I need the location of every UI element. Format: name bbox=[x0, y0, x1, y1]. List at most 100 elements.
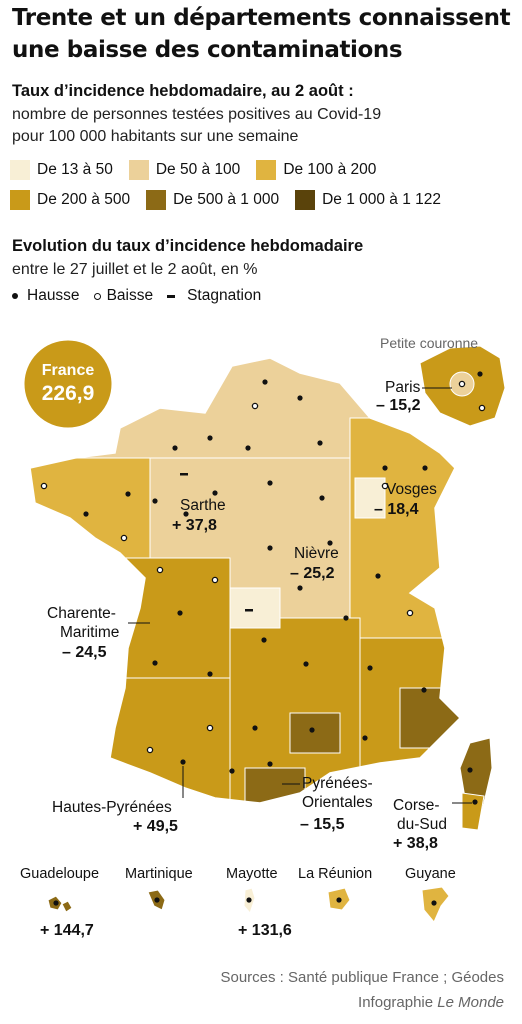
callout-name-part-1: Corse- bbox=[393, 797, 440, 814]
trend-dot-hausse bbox=[53, 900, 59, 906]
trend-dot-hausse bbox=[375, 573, 381, 579]
legend-item: De 1 000 à 1 122 bbox=[295, 190, 441, 210]
callout-value: – 15,5 bbox=[300, 816, 345, 833]
trend-dash-stagnation bbox=[245, 609, 253, 612]
callout-value: – 18,4 bbox=[374, 501, 419, 518]
callout-hautes-pyrenees: Hautes-Pyrénées + 49,5 bbox=[52, 766, 184, 835]
trend-dot-baisse bbox=[120, 534, 128, 542]
callout-name-part-2: Orientales bbox=[302, 794, 373, 811]
legend-swatch bbox=[295, 190, 316, 210]
callout-name: Pyrénées- Orientales bbox=[302, 775, 377, 811]
callout-name: Nièvre bbox=[294, 545, 339, 562]
page-title: Trente et un départements connaissent un… bbox=[12, 5, 511, 63]
overseas-value-mayotte: + 131,6 bbox=[238, 922, 292, 939]
dash-icon bbox=[167, 294, 176, 298]
overseas-territories: Guadeloupe + 144,7 Martinique Mayotte + … bbox=[20, 866, 456, 939]
france-badge-value: 226,9 bbox=[42, 382, 95, 405]
trend-dot-hausse bbox=[125, 491, 131, 497]
trend-legend-item: Hausse bbox=[12, 287, 80, 305]
legend-item: De 200 à 500 bbox=[10, 190, 130, 210]
zone-vosges bbox=[354, 477, 386, 519]
legend-item: De 13 à 50 bbox=[10, 160, 113, 180]
trend-dot-hausse bbox=[177, 610, 183, 616]
callout-value: – 24,5 bbox=[62, 644, 107, 661]
trend-dot-hausse bbox=[362, 735, 368, 741]
callout-corse-du-sud: Corse- du-Sud + 38,8 bbox=[393, 797, 472, 852]
overseas-label-la-reunion: La Réunion bbox=[298, 866, 372, 882]
callout-nievre: Nièvre – 25,2 bbox=[290, 545, 339, 582]
incidence-title: Taux d’incidence hebdomadaire, au 2 août… bbox=[12, 82, 354, 100]
zone-brittany bbox=[30, 457, 151, 559]
overseas-label-mayotte: Mayotte bbox=[226, 866, 278, 882]
france-badge-label: France bbox=[42, 362, 95, 379]
france-map: France 226,9 bbox=[20, 335, 506, 939]
trend-dot-hausse bbox=[297, 395, 303, 401]
callout-name: Charente- Maritime bbox=[47, 605, 120, 641]
trend-dot-hausse bbox=[267, 545, 273, 551]
petite-couronne-label: Petite couronne bbox=[380, 335, 478, 351]
overseas-label-martinique: Martinique bbox=[125, 866, 193, 882]
legend-item: De 500 à 1 000 bbox=[146, 190, 279, 210]
callout-name: Vosges bbox=[386, 481, 437, 498]
trend-dot-baisse bbox=[156, 566, 164, 574]
trend-dot-hausse bbox=[246, 897, 252, 903]
legend-item: De 50 à 100 bbox=[128, 160, 241, 180]
trend-dot-hausse bbox=[262, 379, 268, 385]
callout-pyrenees-orientales: Pyrénées- Orientales – 15,5 bbox=[282, 775, 377, 833]
legend-label: De 500 à 1 000 bbox=[173, 191, 280, 208]
trend-dot-hausse bbox=[252, 725, 258, 731]
trend-dot-hausse bbox=[229, 768, 235, 774]
legend-label: De 100 à 200 bbox=[283, 161, 377, 178]
legend-label: De 50 à 100 bbox=[155, 161, 241, 178]
trend-dash-stagnation bbox=[180, 473, 188, 476]
filled-dot-icon bbox=[12, 293, 18, 299]
hollow-dot-icon bbox=[93, 292, 101, 300]
trend-legend-item: Stagnation bbox=[167, 287, 261, 305]
trend-dot-hausse bbox=[472, 799, 478, 805]
legend-swatch bbox=[10, 190, 30, 210]
callout-charente-maritime: Charente- Maritime – 24,5 bbox=[47, 605, 150, 661]
legend-swatch bbox=[146, 190, 167, 210]
footer-credit-brand: Le Monde bbox=[437, 994, 504, 1011]
trend-dot-hausse bbox=[297, 585, 303, 591]
corse-du-sud bbox=[461, 792, 485, 831]
trend-dot-hausse bbox=[245, 445, 251, 451]
trend-legend-label: Hausse bbox=[27, 287, 80, 304]
incidence-description-line-2: pour 100 000 habitants sur une semaine bbox=[12, 128, 299, 145]
trend-dot-hausse bbox=[152, 498, 158, 504]
zone-limousin bbox=[229, 587, 281, 629]
trend-dot-hausse bbox=[382, 465, 388, 471]
zone-herault bbox=[289, 712, 341, 754]
trend-dot-baisse bbox=[458, 380, 466, 388]
callout-paris: Paris – 15,2 bbox=[376, 379, 452, 414]
footer-credit: Infographie Le Monde bbox=[358, 994, 504, 1011]
trend-dot-baisse bbox=[251, 402, 259, 410]
trend-dot-hausse bbox=[309, 727, 315, 733]
trend-dot-baisse bbox=[406, 609, 414, 617]
trend-legend: Hausse Baisse Stagnation bbox=[12, 287, 275, 305]
callout-name: Paris bbox=[385, 379, 421, 396]
evolution-subtitle: entre le 27 juillet et le 2 août, en % bbox=[12, 261, 258, 278]
guadeloupe-shape bbox=[47, 895, 73, 913]
callout-name-part-1: Charente- bbox=[47, 605, 116, 622]
callout-name-part-2: Maritime bbox=[60, 624, 119, 641]
trend-dot-hausse bbox=[207, 435, 213, 441]
legend-swatch bbox=[128, 160, 149, 180]
callout-value: – 15,2 bbox=[376, 397, 421, 414]
trend-dot-hausse bbox=[421, 687, 427, 693]
trend-dot-hausse bbox=[207, 671, 213, 677]
trend-dot-hausse bbox=[154, 897, 160, 903]
trend-dot-hausse bbox=[183, 511, 189, 517]
trend-dot-hausse bbox=[267, 761, 273, 767]
legend-row-1: De 13 à 50 De 50 à 100 De 100 à 200 bbox=[10, 160, 382, 180]
trend-dot-hausse bbox=[422, 465, 428, 471]
trend-dot-baisse bbox=[206, 724, 214, 732]
france-outline bbox=[29, 357, 462, 804]
trend-dot-hausse bbox=[477, 371, 483, 377]
trend-dot-hausse bbox=[317, 440, 323, 446]
trend-legend-item: Baisse bbox=[93, 287, 153, 305]
trend-dot-hausse bbox=[343, 615, 349, 621]
legend-row-2: De 200 à 500 De 500 à 1 000 De 1 000 à 1… bbox=[10, 190, 447, 210]
trend-dot-hausse bbox=[172, 445, 178, 451]
france-badge bbox=[23, 339, 113, 429]
